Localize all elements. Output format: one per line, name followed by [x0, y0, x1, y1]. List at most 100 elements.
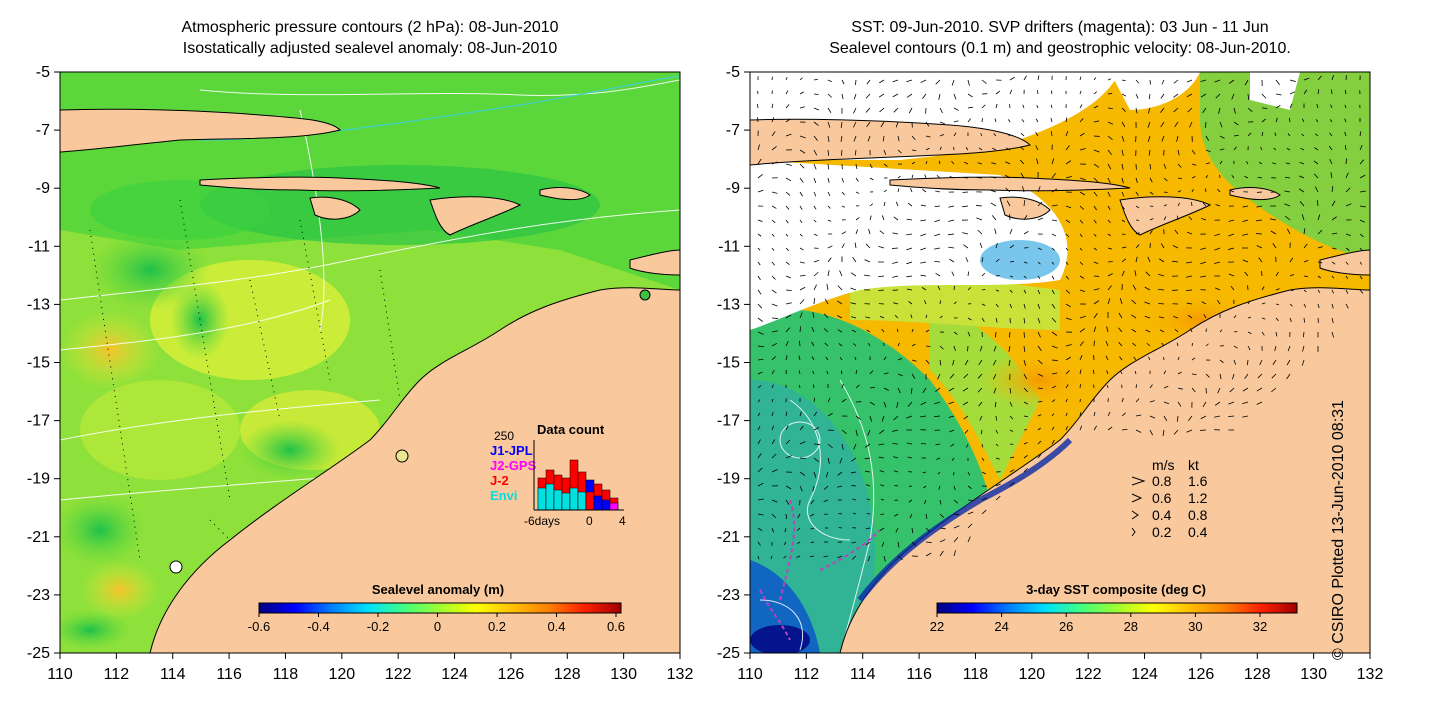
velocity-legend-kt-header: kt: [1188, 457, 1199, 473]
left-colorbar: Sealevel anomaly (m) -0.6 -0.4 -0.2 0 0.2 0.4…: [248, 582, 625, 634]
velocity-legend-arrow: [1131, 476, 1146, 486]
x-tick-label: 112: [104, 666, 130, 683]
inset-bars: [537, 459, 619, 511]
inset-ymax: 250: [494, 429, 514, 443]
x-tick-label: 132: [667, 666, 694, 683]
right-colorbar-ticks: 22 24 26 28 30 32: [930, 613, 1267, 634]
velocity-vectors: [756, 74, 1366, 562]
colorbar-tick-label: 0.2: [488, 619, 506, 634]
colorbar-tick-label: 26: [1059, 619, 1073, 634]
velocity-legend-ms: 0.6: [1152, 490, 1172, 506]
x-tick-label: 126: [498, 666, 525, 683]
y-tick-label: -23: [27, 587, 50, 604]
inset-legend-item: J1-JPL: [490, 443, 533, 458]
x-tick-label: 126: [1188, 666, 1215, 683]
x-tick-label: 122: [385, 666, 412, 683]
x-tick-label: 118: [963, 666, 989, 683]
colorbar-tick-label: -0.6: [248, 619, 270, 634]
colorbar-tick-label: 0.4: [547, 619, 565, 634]
velocity-legend-ms: 0.8: [1152, 473, 1172, 489]
inset-legend-item: J2-GPS: [490, 458, 537, 473]
y-tick-label: -19: [717, 471, 740, 488]
right-colorbar-label: 3-day SST composite (deg C): [1026, 582, 1206, 597]
y-tick-label: -21: [27, 529, 50, 546]
y-tick-label: -25: [717, 645, 740, 662]
right-colorbar: 3-day SST composite (deg C) 22 24 26 28 30 32: [930, 582, 1298, 634]
left-panel-title: Atmospheric pressure contours (2 hPa): 0…: [60, 17, 680, 59]
x-tick-label: 110: [47, 666, 73, 683]
y-tick-label: -23: [717, 587, 740, 604]
x-tick-label: 116: [906, 666, 932, 683]
x-tick-label: 114: [850, 666, 876, 683]
drifter-marker: [169, 560, 183, 574]
left-title-line2: Isostatically adjusted sealevel anomaly:…: [182, 40, 558, 57]
x-tick-label: 128: [554, 666, 581, 683]
colorbar-tick-label: 24: [994, 619, 1008, 634]
right-panel-title: SST: 09-Jun-2010. SVP drifters (magenta)…: [750, 17, 1370, 59]
left-land: [60, 108, 680, 653]
colorbar-tick-label: -0.2: [367, 619, 389, 634]
inset-legend-item: J-2: [490, 473, 509, 488]
velocity-legend-kt: 1.2: [1188, 490, 1208, 506]
right-title-line2: Sealevel contours (0.1 m) and geostrophi…: [829, 40, 1291, 57]
y-tick-label: -25: [27, 645, 50, 662]
colorbar-tick-label: 22: [930, 619, 944, 634]
x-tick-label: 110: [737, 666, 763, 683]
x-tick-label: 118: [273, 666, 299, 683]
drifter-marker: [395, 449, 409, 463]
y-tick-label: -17: [27, 413, 50, 430]
y-tick-label: -5: [726, 64, 740, 81]
y-tick-label: -15: [717, 355, 740, 372]
y-tick-label: -21: [717, 529, 740, 546]
drifter-tracks: [759, 499, 881, 641]
inset-legend-item: Envi: [490, 488, 517, 503]
x-tick-label: 116: [216, 666, 242, 683]
colorbar-tick-label: 28: [1124, 619, 1138, 634]
inset-xtick: 4: [619, 514, 626, 528]
colorbar-tick-label: 0.6: [607, 619, 625, 634]
left-title-line1: Atmospheric pressure contours (2 hPa): 0…: [181, 19, 559, 36]
copyright-text: © CSIRO Plotted 13-Jun-2010 08:31: [1330, 400, 1347, 660]
velocity-legend-kt: 1.6: [1188, 473, 1208, 489]
y-tick-label: -13: [717, 296, 740, 313]
y-tick-label: -11: [718, 238, 740, 255]
colorbar-tick-label: 0: [434, 619, 441, 634]
y-tick-label: -19: [27, 471, 50, 488]
x-tick-label: 122: [1075, 666, 1102, 683]
colorbar-tick-label: 32: [1253, 619, 1267, 634]
y-tick-label: -9: [36, 180, 50, 197]
y-tick-label: -13: [27, 296, 50, 313]
right-title-line1: SST: 09-Jun-2010. SVP drifters (magenta)…: [851, 19, 1269, 36]
right-map: m/s kt 0.8 1.60.6 1.20.4 0.80.2 0.4 3-day SS…: [750, 72, 1370, 653]
inset-title: Data count: [537, 422, 605, 437]
x-tick-label: 114: [160, 666, 186, 683]
velocity-legend-kt: 0.4: [1188, 524, 1208, 540]
velocity-legend-ms: 0.4: [1152, 507, 1172, 523]
x-tick-label: 132: [1357, 666, 1384, 683]
y-tick-label: -7: [726, 122, 740, 139]
left-map: Sealevel anomaly (m) -0.6 -0.4 -0.2 0 0.2 0.4…: [60, 72, 680, 653]
left-colorbar-label: Sealevel anomaly (m): [372, 582, 504, 597]
inset-xtick: -6days: [524, 514, 560, 528]
x-tick-label: 112: [794, 666, 820, 683]
y-tick-label: -7: [36, 122, 50, 139]
x-tick-label: 120: [328, 666, 355, 683]
x-tick-label: 120: [1018, 666, 1045, 683]
axes: -5 -7 -9 -11 -13 -15 -17 -19 -21 -23 -25 110 112 114 1…: [27, 64, 1384, 683]
velocity-legend-kt: 0.8: [1188, 507, 1208, 523]
velocity-legend-arrow: [1131, 510, 1139, 520]
y-tick-label: -17: [717, 413, 740, 430]
velocity-legend: m/s kt 0.8 1.60.6 1.20.4 0.80.2 0.4: [1131, 457, 1208, 540]
y-tick-label: -5: [36, 64, 50, 81]
y-tick-label: -9: [726, 180, 740, 197]
x-tick-label: 130: [1300, 666, 1327, 683]
x-tick-label: 124: [1131, 666, 1158, 683]
colorbar-tick-label: -0.4: [307, 619, 329, 634]
drifter-marker: [639, 289, 651, 301]
inset-xtick: 0: [586, 514, 593, 528]
velocity-legend-ms-header: m/s: [1152, 457, 1175, 473]
velocity-legend-ms: 0.2: [1152, 524, 1172, 540]
